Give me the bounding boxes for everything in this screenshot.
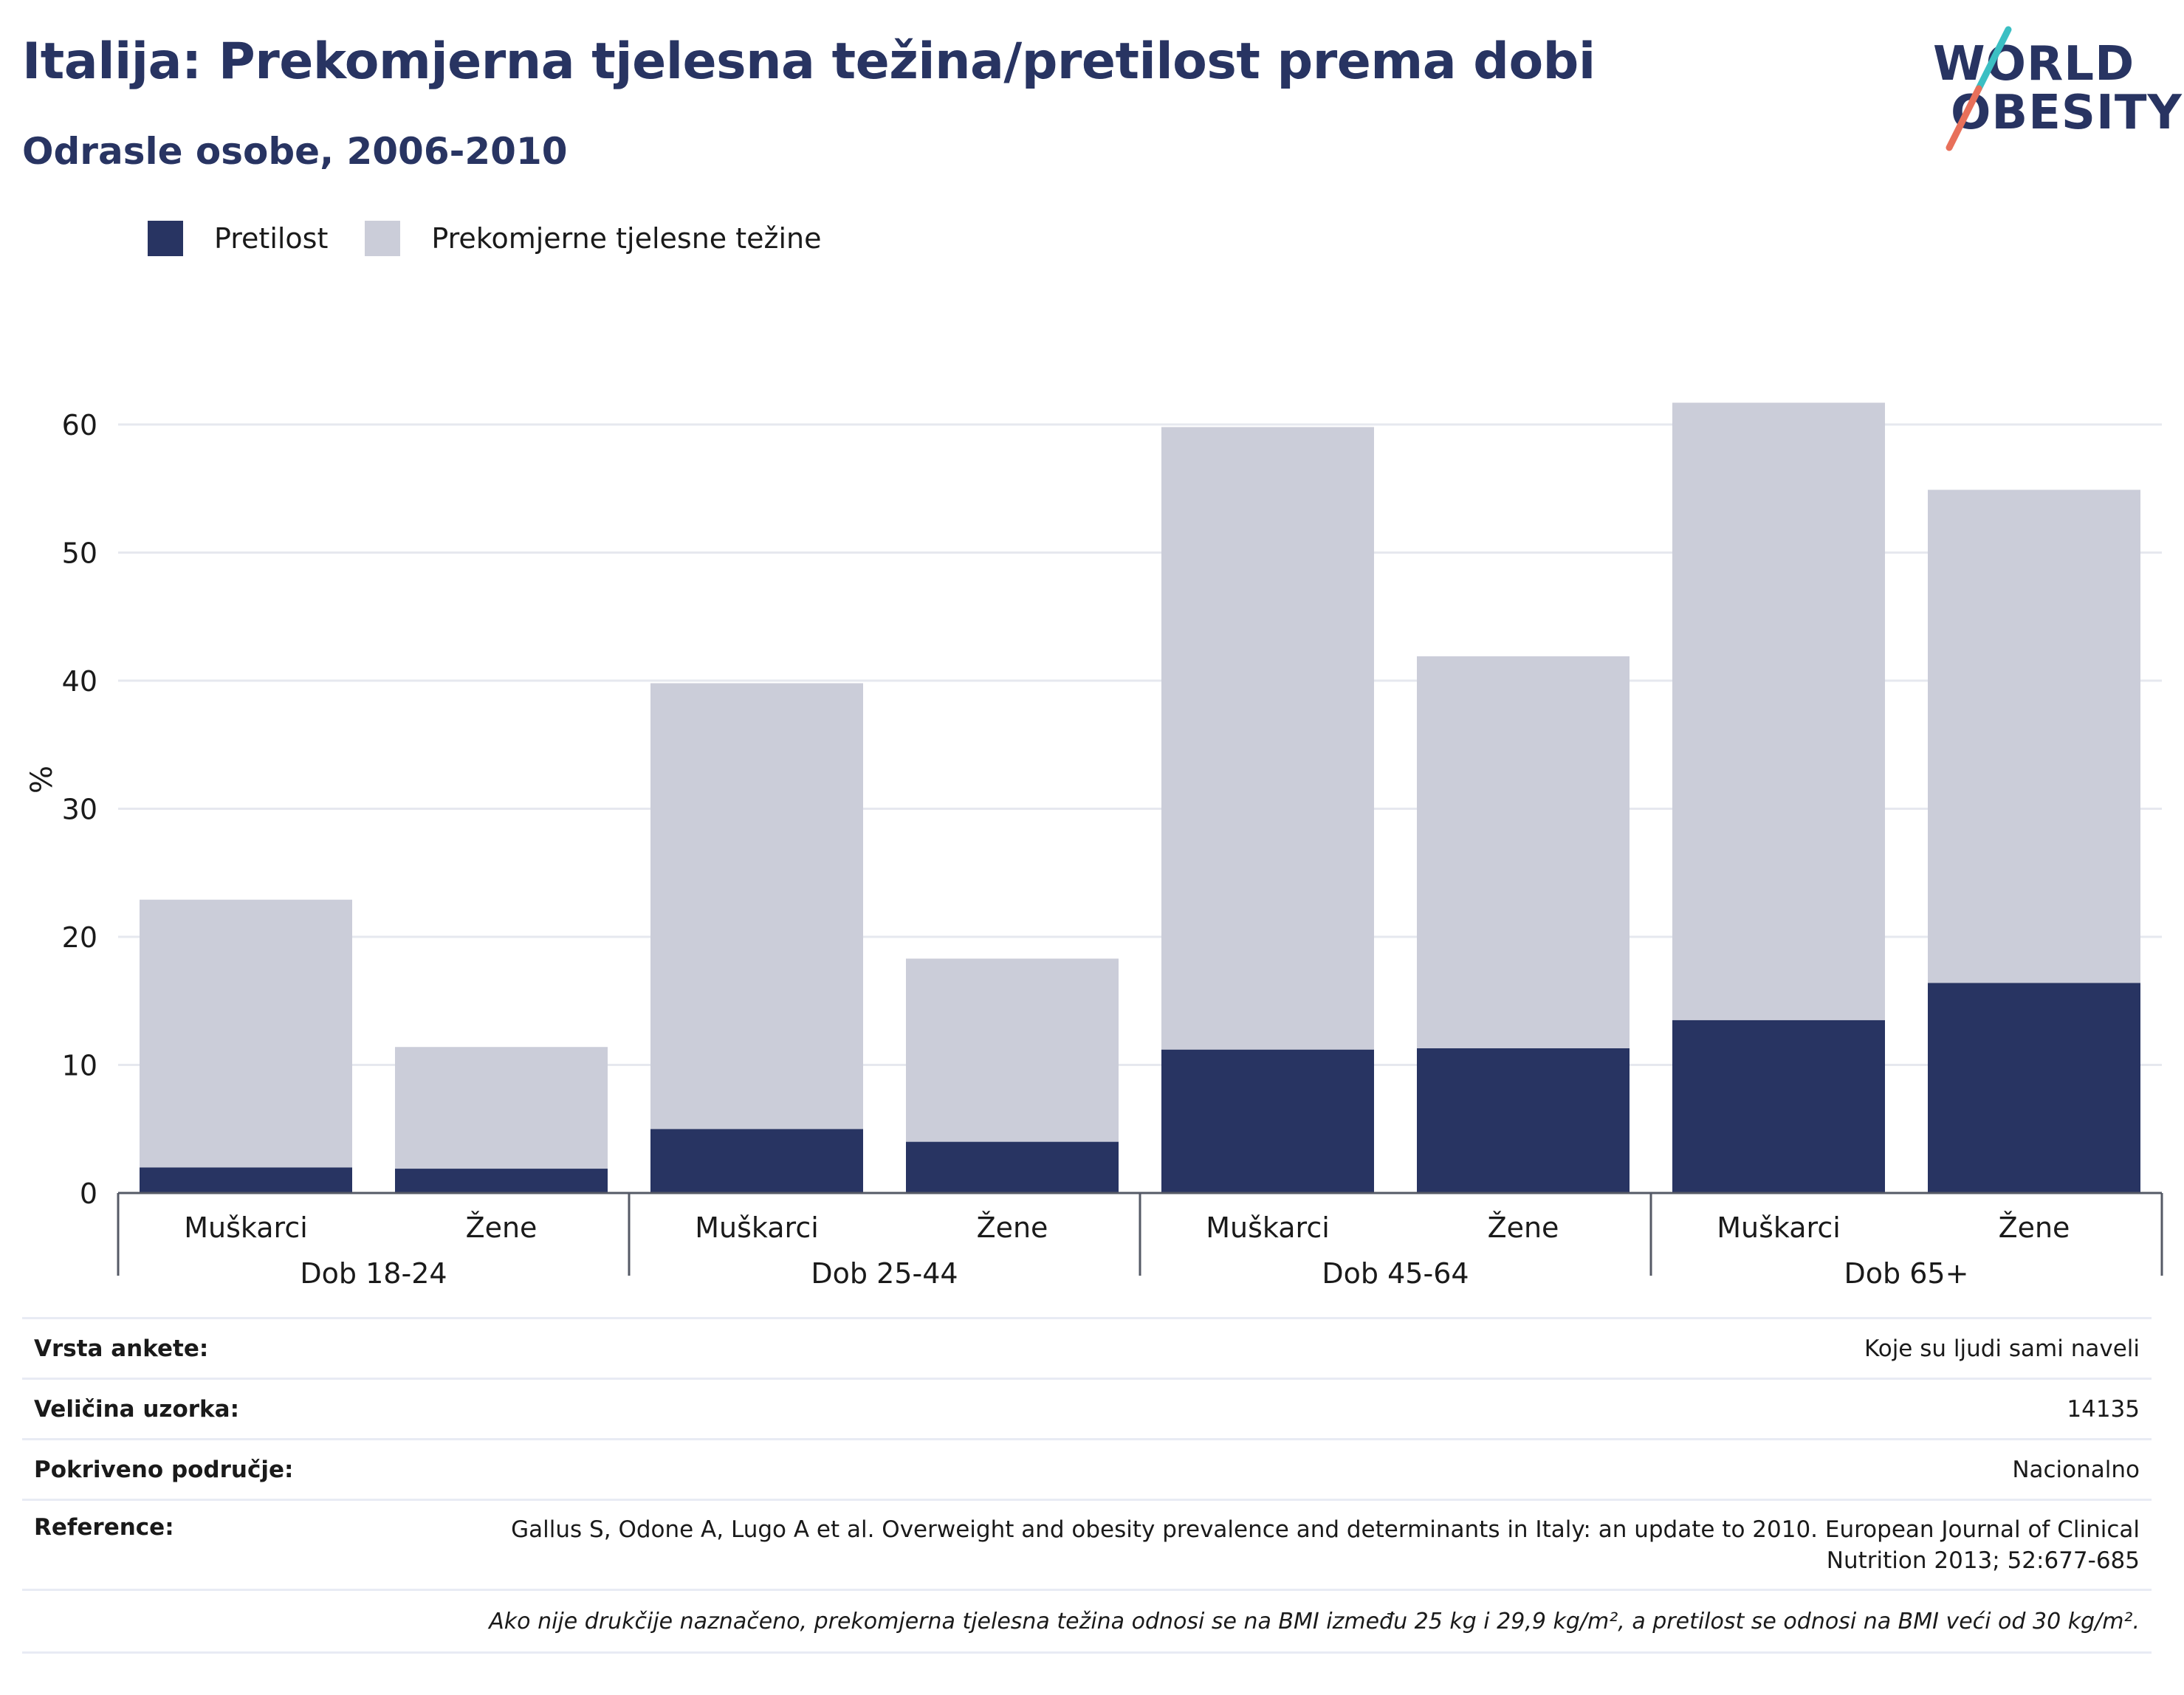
coverage-label: Pokriveno područje: <box>34 1456 294 1483</box>
survey-type-value: Koje su ljudi sami naveli <box>1864 1335 2140 1362</box>
x-tick-label: Žene <box>1488 1211 1559 1244</box>
y-tick-label: 20 <box>62 921 97 954</box>
survey-info-table: Vrsta ankete: Koje su ljudi sami naveli … <box>22 1317 2152 1654</box>
bar-obesity <box>1672 1020 1885 1193</box>
bar-overweight <box>906 958 1119 1142</box>
y-tick-label: 40 <box>62 665 97 698</box>
y-axis-title: % <box>25 766 59 794</box>
sample-size-value: 14135 <box>2067 1395 2140 1423</box>
reference-value: Gallus S, Odone A, Lugo A et al. Overwei… <box>511 1516 2140 1574</box>
y-tick-label: 30 <box>62 794 97 826</box>
legend-label-overweight: Prekomjerne tjelesne težine <box>431 222 822 255</box>
legend-swatch-obesity <box>148 221 183 256</box>
x-tick-label: Žene <box>466 1211 538 1244</box>
y-tick-label: 0 <box>80 1177 97 1210</box>
chart-subtitle: Odrasle osobe, 2006-2010 <box>22 130 568 173</box>
x-tick-label: Žene <box>1999 1211 2070 1244</box>
logo-line-1: WORLD <box>1933 37 2135 92</box>
coverage-value: Nacionalno <box>2012 1456 2140 1483</box>
bar-obesity <box>906 1141 1119 1193</box>
legend-label-obesity: Pretilost <box>214 222 329 255</box>
world-obesity-logo: WORLD OBESITY <box>1920 22 2182 155</box>
bar-overweight <box>650 683 863 1130</box>
reference-row: Reference: Gallus S, Odone A, Lugo A et … <box>22 1499 2152 1589</box>
x-group-label: Dob 45-64 <box>1322 1257 1469 1290</box>
legend-swatch-overweight <box>365 221 401 256</box>
y-tick-label: 50 <box>62 537 97 570</box>
sample-size-label: Veličina uzorka: <box>34 1395 239 1423</box>
bar-obesity <box>140 1167 352 1193</box>
definition-note: Ako nije drukčije naznačeno, prekomjerna… <box>22 1589 2152 1654</box>
bar-overweight <box>140 899 352 1168</box>
bar-obesity <box>1161 1049 1374 1193</box>
chart-title: Italija: Prekomjerna tjelesna težina/pre… <box>22 32 1596 91</box>
reference-label: Reference: <box>34 1514 174 1541</box>
bar-obesity <box>1928 983 2140 1193</box>
x-tick-label: Muškarci <box>1717 1211 1841 1244</box>
y-tick-label: 10 <box>62 1050 97 1082</box>
x-tick-label: Muškarci <box>695 1211 819 1244</box>
x-group-label: Dob 18-24 <box>300 1257 447 1290</box>
x-tick-label: Muškarci <box>184 1211 308 1244</box>
coverage-row: Pokriveno područje: Nacionalno <box>22 1438 2152 1499</box>
survey-type-label: Vrsta ankete: <box>34 1335 209 1362</box>
bar-overweight <box>1417 656 1630 1048</box>
x-tick-label: Muškarci <box>1206 1211 1330 1244</box>
bar-overweight <box>1672 402 1885 1020</box>
sample-size-row: Veličina uzorka: 14135 <box>22 1378 2152 1438</box>
bar-obesity <box>1417 1048 1630 1193</box>
x-group-label: Dob 25-44 <box>811 1257 958 1290</box>
bar-overweight <box>1928 489 2140 983</box>
y-tick-label: 60 <box>62 409 97 441</box>
legend-item-obesity: Pretilost <box>148 221 328 256</box>
bar-overweight <box>395 1047 608 1169</box>
survey-type-row: Vrsta ankete: Koje su ljudi sami naveli <box>22 1317 2152 1378</box>
legend-item-overweight: Prekomjerne tjelesne težine <box>365 221 822 256</box>
bar-obesity <box>650 1129 863 1193</box>
stacked-bar-chart: 0 10 20 30 40 50 60% Muškarci Žene Muškarci Žene Mu… <box>25 402 2163 1290</box>
logo-line-2: OBESITY <box>1951 86 2183 140</box>
x-tick-label: Žene <box>977 1211 1048 1244</box>
bar-overweight <box>1161 427 1374 1050</box>
legend: Pretilost Prekomjerne tjelesne težine <box>148 220 859 257</box>
logo-slash-icon <box>1946 26 2012 151</box>
x-group-label: Dob 65+ <box>1844 1257 1969 1290</box>
bar-obesity <box>395 1169 608 1193</box>
